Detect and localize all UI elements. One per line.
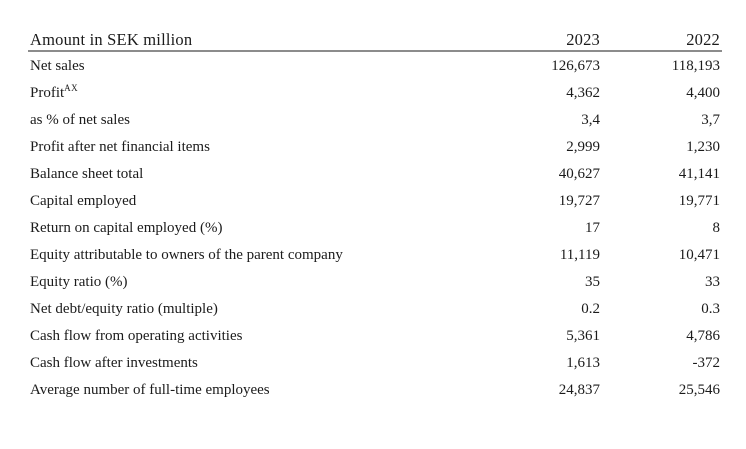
table-row: Return on capital employed (%) 17 8 <box>28 215 722 242</box>
row-value-2022: 3,7 <box>701 112 720 128</box>
table-row: Balance sheet total 40,627 41,141 <box>28 161 722 188</box>
header-amount-in-sek-million: Amount in SEK million <box>28 30 482 52</box>
row-value-2023: 3,4 <box>581 112 600 128</box>
row-value-2022: 33 <box>705 274 720 290</box>
row-label: Balance sheet total <box>30 166 144 182</box>
row-value-2022: 10,471 <box>678 247 720 263</box>
row-value-2023: 11,119 <box>559 247 600 263</box>
table-header: Amount in SEK million 2023 2022 <box>28 30 722 52</box>
row-value-2023: 24,837 <box>558 382 600 398</box>
row-value-2023: 126,673 <box>551 57 600 74</box>
table-row: as % of net sales 3,4 3,7 <box>28 107 722 134</box>
financial-summary-table: Amount in SEK million 2023 2022 Net sale… <box>28 30 722 404</box>
row-value-2022: 19,771 <box>678 193 720 209</box>
row-label: Equity ratio (%) <box>30 274 128 290</box>
table-header-row: Amount in SEK million 2023 2022 <box>28 30 722 52</box>
row-value-2023: 4,362 <box>566 85 600 101</box>
header-year-2023: 2023 <box>482 30 602 52</box>
row-value-2022: 41,141 <box>678 166 720 182</box>
table-row: ProfitAX 4,362 4,400 <box>28 80 722 107</box>
row-value-2023: 2,999 <box>566 139 600 155</box>
table-row: Average number of full-time employees 24,… <box>28 377 722 404</box>
row-label: Equity attributable to owners of the par… <box>30 247 343 263</box>
row-value-2023: 35 <box>585 274 600 290</box>
row-label: Capital employed <box>30 193 137 209</box>
row-label: Cash flow from operating activities <box>30 328 243 344</box>
table-row: Cash flow after investments 1,613 -372 <box>28 350 722 377</box>
row-value-2022: -372 <box>692 355 721 371</box>
row-value-2022: 8 <box>712 220 721 236</box>
row-label: as % of net sales <box>30 112 130 128</box>
row-value-2023: 1,613 <box>566 355 600 371</box>
row-value-2022: 118,193 <box>671 57 720 74</box>
table-row: Capital employed 19,727 19,771 <box>28 188 722 215</box>
row-value-2023: 19,727 <box>558 193 600 209</box>
table-row: Equity attributable to owners of the par… <box>28 242 722 269</box>
row-label: Return on capital employed (%) <box>30 220 223 236</box>
row-value-2023: 5,361 <box>566 328 600 344</box>
table-row: Net debt/equity ratio (multiple) 0.2 0.3 <box>28 296 722 323</box>
row-label: Net sales <box>30 57 85 74</box>
row-label: Net debt/equity ratio (multiple) <box>30 301 218 317</box>
header-year-2022: 2022 <box>602 30 722 52</box>
row-label: ProfitAX <box>30 83 79 102</box>
key-figures-table: Amount in SEK million 2023 2022 Net sale… <box>28 30 722 404</box>
table-row: Cash flow from operating activities 5,361… <box>28 323 722 350</box>
table-row: Net sales 126,673 118,193 <box>28 51 722 80</box>
row-value-2022: 4,786 <box>686 328 720 344</box>
table-row: Profit after net financial items 2,999 1,2… <box>28 134 722 161</box>
row-value-2023: 0.2 <box>581 301 600 317</box>
row-value-2022: 1,230 <box>686 139 720 155</box>
row-value-2022: 25,546 <box>678 382 720 398</box>
table-row: Equity ratio (%) 35 33 <box>28 269 722 296</box>
row-value-2023: 40,627 <box>558 166 600 182</box>
row-label: Cash flow after investments <box>30 355 198 371</box>
table-body: Net sales 126,673 118,193 ProfitAX 4,362 4,40… <box>28 51 722 404</box>
row-value-2022: 0.3 <box>701 301 720 317</box>
row-value-2022: 4,400 <box>686 85 720 101</box>
footnote-marker: AX <box>64 83 79 93</box>
row-label: Average number of full-time employees <box>30 382 270 398</box>
row-value-2023: 17 <box>585 220 600 236</box>
row-label: Profit after net financial items <box>30 139 210 155</box>
